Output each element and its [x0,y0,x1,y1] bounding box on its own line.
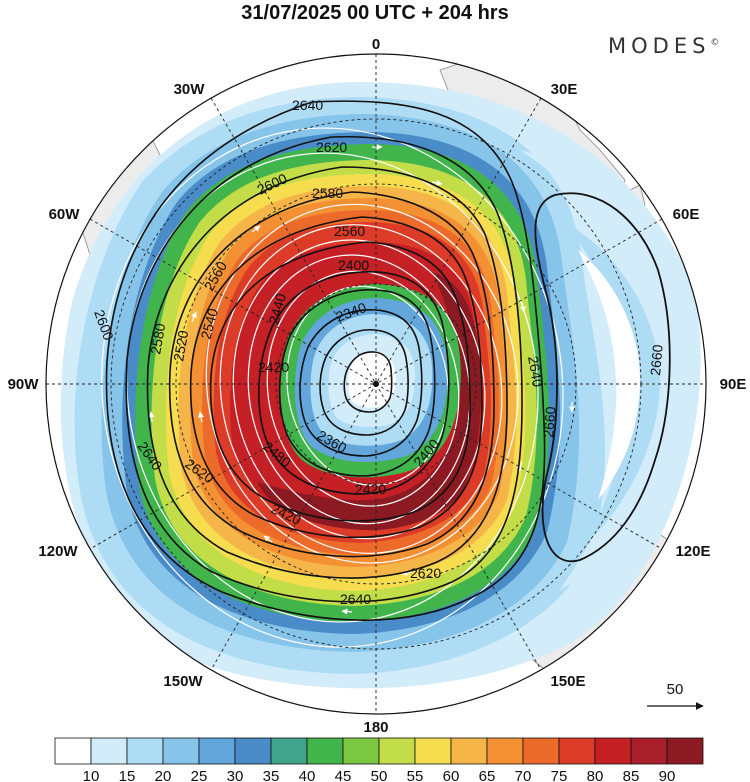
colorbar-swatch [486,737,524,765]
wind-reference-vector: 50 [647,681,704,710]
colorbar-tick-label: 80 [587,768,604,782]
colorbar-swatch [450,737,488,765]
colorbar-tick-label: 25 [191,768,208,782]
contour-label: 2620 [316,139,347,155]
contour-label: 2440 [265,291,289,325]
colorbar-tick-label: 35 [263,768,280,782]
lon-label-120w: 120W [38,543,78,560]
lon-label-30w: 30W [174,81,206,98]
colorbar-tick-label: 50 [371,768,388,782]
contour-2600 [146,166,508,579]
map-title: 31/07/2025 00 UTC + 204 hrs [241,2,509,24]
lon-label-0: 0 [372,36,380,53]
colorbar-tick-label: 40 [299,768,316,782]
lon-label-30e: 30E [551,81,578,98]
contour-2360 [299,309,423,457]
lon-label-60w: 60W [49,206,81,223]
brand-mark: © [710,38,720,48]
colorbar-swatch [270,737,308,765]
modes-logo: MODES© [608,34,719,58]
contour-label: 2660 [647,344,666,377]
brand-text: MODES [608,34,711,58]
colorbar-swatch [414,737,452,765]
colorbar-tick-label: 15 [119,768,136,782]
colorbar-swatch [666,737,704,765]
colorbar-tick-label: 85 [623,768,640,782]
colorbar-swatch [90,737,128,765]
lon-label-150w: 150W [163,673,203,690]
colorbar-swatch [162,737,200,765]
wind-speed-shading [60,82,701,689]
colorbar-swatch [126,737,164,765]
contour-2420 [258,271,450,495]
south-pole-marker [373,381,379,387]
colorbar: 10 15 20 25 30 35 40 45 50 55 60 65 70 75 80 85 90 [54,737,704,782]
contour-label: 2400 [338,257,369,273]
contour-label: 2620 [410,565,441,581]
colorbar-swatch [630,737,668,765]
contour-2540 [209,241,471,522]
lon-label-90e: 90E [720,376,747,393]
colorbar-swatch [198,737,236,765]
colorbar-tick-label: 90 [659,768,676,782]
lon-label-60e: 60E [673,206,700,223]
colorbar-tick-label: 45 [335,768,352,782]
contour-label: 2580 [147,322,168,356]
band-east-white [578,250,640,500]
colorbar-swatch [558,737,596,765]
wind-reference-label: 50 [667,681,684,698]
contour-2560 [189,216,483,539]
contour-2340 [319,329,409,436]
colorbar-tick-label: 20 [155,768,172,782]
contour-2580 [168,191,495,558]
colorbar-swatch [54,737,92,765]
contour-2400 [278,289,436,477]
colorbar-swatch [378,737,416,765]
contour-label: 2420 [355,481,386,497]
colorbar-swatch [594,737,632,765]
contour-label: 2520 [170,329,191,363]
band-east-20 [560,220,660,540]
colorbar-swatch [306,737,344,765]
colorbar-tick-label: 65 [479,768,496,782]
contour-label: 2540 [197,306,221,340]
colorbar-tick-label: 30 [227,768,244,782]
contour-label: 2640 [525,355,546,389]
contour-2620 [125,135,523,603]
lon-label-150e: 150E [550,673,585,690]
contour-2640 [105,100,546,621]
band-90 [257,272,482,531]
contour-2320 [343,351,393,413]
contour-label: 2580 [312,185,343,201]
contour-label: 2560 [334,223,365,239]
contour-2660-east [534,192,671,563]
colorbar-tick-label: 60 [443,768,460,782]
colorbar-swatch [234,737,272,765]
contour-label: 2660 [540,406,559,439]
colorbar-tick-label: 70 [515,768,532,782]
lon-label-120e: 120E [675,543,710,560]
colorbar-tick-label: 10 [83,768,100,782]
colorbar-swatch [342,737,380,765]
colorbar-tick-label: 75 [551,768,568,782]
contour-label: 2420 [258,359,289,375]
lon-label-180: 180 [363,719,388,736]
longitude-labels: 0 30E 60E 90E 120E 150E 180 150W 120W 90… [8,36,747,736]
lon-label-90w: 90W [8,376,40,393]
colorbar-tick-label: 55 [407,768,424,782]
height-contours [105,100,546,621]
contour-label: 2640 [292,97,323,113]
colorbar-swatch [522,737,560,765]
contour-label: 2640 [340,591,371,607]
map-boundary [45,53,707,715]
